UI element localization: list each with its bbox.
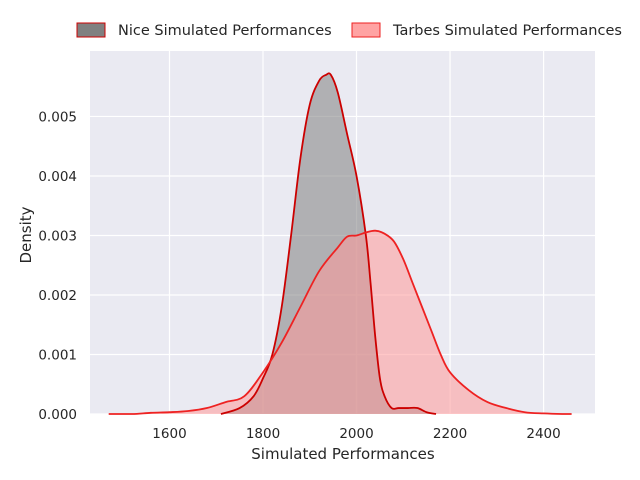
x-tick-label: 1600 <box>152 426 186 442</box>
series-line-1 <box>108 229 572 415</box>
y-tick-label: 0.000 <box>38 407 77 423</box>
x-tick-label: 1800 <box>246 426 280 442</box>
x-axis-title: Simulated Performances <box>251 445 435 463</box>
y-tick-label: 0.002 <box>38 288 77 304</box>
series-area-1 <box>108 230 572 414</box>
y-tick-label: 0.001 <box>38 347 77 363</box>
legend-label-nice: Nice Simulated Performances <box>118 23 332 39</box>
x-tick-label: 2200 <box>433 426 467 442</box>
series-layer <box>108 72 572 415</box>
x-tick-label: 2000 <box>339 426 373 442</box>
y-tick-label: 0.004 <box>38 169 77 185</box>
series-area-0 <box>220 73 437 414</box>
legend-label-tarbes: Tarbes Simulated Performances <box>392 23 622 39</box>
legend: Nice Simulated Performances Tarbes Simul… <box>76 22 622 39</box>
series-line-0 <box>220 72 437 415</box>
y-tick-labels: 0.000 0.001 0.002 0.003 0.004 0.005 <box>38 109 77 423</box>
legend-swatch-nice <box>76 22 106 38</box>
x-tick-label: 2400 <box>526 426 560 442</box>
legend-swatch-tarbes <box>351 22 381 38</box>
x-tick-labels: 1600 1800 2000 2200 2400 <box>152 426 560 442</box>
y-tick-label: 0.003 <box>38 228 77 244</box>
y-tick-label: 0.005 <box>38 109 77 125</box>
y-axis-title: Density <box>17 206 35 263</box>
